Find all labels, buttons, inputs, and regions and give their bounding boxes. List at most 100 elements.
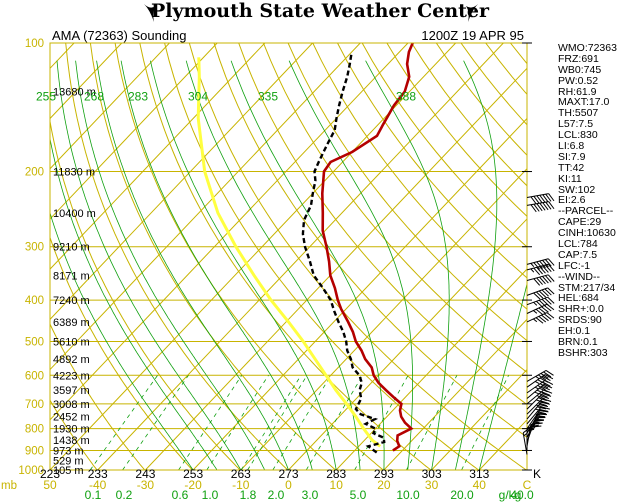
moist-adiabat bbox=[365, 60, 450, 470]
height-label: 3008 m bbox=[53, 399, 90, 411]
wind-barb-half-flag bbox=[534, 381, 540, 385]
wind-barb bbox=[526, 413, 547, 434]
wind-barb-flag bbox=[540, 372, 549, 379]
celsius-tick-label: -40 bbox=[89, 478, 107, 492]
wind-barb-flag bbox=[543, 371, 552, 378]
wind-barb-staff bbox=[526, 312, 548, 323]
mixing-ratio-line bbox=[406, 375, 458, 470]
mixing-ratio-line bbox=[122, 375, 189, 470]
index-line: LFC:-1 bbox=[558, 259, 591, 272]
mixing-ratio-tick-label: 1.8 bbox=[240, 488, 257, 502]
wind-barb-flag bbox=[538, 299, 547, 307]
wind-barb-flag bbox=[544, 275, 552, 283]
celsius-tick-label: -20 bbox=[184, 478, 202, 492]
mixing-ratio-tick-label: 0.2 bbox=[116, 488, 133, 502]
index-line: WMO:72363 bbox=[558, 42, 617, 54]
isotherm bbox=[50, 43, 313, 321]
wind-barb-flag bbox=[536, 277, 543, 285]
index-line: HEL:684 bbox=[558, 292, 599, 305]
wind-barb-flag bbox=[536, 266, 543, 275]
kelvin-tick-label: 303 bbox=[422, 467, 442, 481]
wind-barb-flag bbox=[530, 204, 537, 213]
isotherm bbox=[50, 43, 409, 421]
height-label: 2452 m bbox=[53, 412, 90, 424]
wind-barb-flag bbox=[541, 289, 549, 297]
isotherm bbox=[383, 318, 527, 470]
mixing-ratio-line bbox=[354, 375, 409, 470]
wind-barbs bbox=[522, 193, 555, 455]
dry-adiabat bbox=[386, 43, 527, 218]
mixing-ratio-line bbox=[461, 375, 509, 470]
wind-barb-flag bbox=[542, 194, 549, 203]
wind-barb-flag bbox=[538, 402, 547, 407]
plot-frame bbox=[49, 42, 528, 471]
wind-barb-flag bbox=[539, 387, 548, 393]
height-label: 5610 m bbox=[53, 336, 90, 348]
page-title: Plymouth State Weather Center bbox=[150, 0, 490, 22]
dry-adiabat bbox=[336, 43, 527, 279]
height-label: 6389 m bbox=[53, 317, 90, 329]
wind-barb-flag bbox=[539, 404, 549, 408]
wind-barb-flag bbox=[533, 262, 541, 270]
isotherm bbox=[335, 268, 527, 470]
dry-adiabat bbox=[50, 399, 98, 470]
dry-adiabat bbox=[50, 236, 194, 470]
wind-barb bbox=[526, 374, 554, 388]
wind-barb-flag bbox=[539, 194, 546, 203]
moist-adiabat bbox=[50, 211, 194, 470]
index-line: CINH:10630 bbox=[558, 227, 616, 240]
wind-barb-flag bbox=[536, 195, 543, 204]
isotherm bbox=[50, 43, 361, 371]
wind-barb-staff bbox=[526, 274, 549, 281]
wind-barb-staff bbox=[522, 432, 528, 455]
wind-barb-flag bbox=[545, 193, 552, 202]
isotherm bbox=[50, 43, 170, 170]
dry-adiabat bbox=[361, 43, 527, 248]
wind-barb-flag bbox=[548, 193, 555, 202]
isotherm bbox=[431, 368, 527, 470]
celsius-tick-label: 0 bbox=[285, 478, 292, 492]
wind-barb bbox=[526, 193, 555, 205]
height-label: 529 m bbox=[53, 455, 84, 467]
kelvin-tick-label: 223 bbox=[40, 467, 60, 481]
temperature-line bbox=[320, 43, 414, 452]
moist-adiabat bbox=[478, 282, 527, 470]
theta-label: 255 bbox=[36, 90, 56, 104]
wind-barb-flag bbox=[535, 317, 544, 324]
wind-barb-flag bbox=[548, 201, 555, 210]
wind-barb-flag bbox=[542, 393, 552, 397]
mixing-ratio-tick-label: 3.0 bbox=[302, 488, 319, 502]
background-lines bbox=[50, 43, 527, 470]
celsius-tick-label: -30 bbox=[137, 478, 155, 492]
index-line: EI:2.6 bbox=[558, 194, 586, 207]
dry-adiabat bbox=[287, 43, 527, 342]
wind-barb-flag bbox=[544, 374, 554, 380]
index-line: SI:7.9 bbox=[558, 150, 586, 163]
celsius-tick-label: 20 bbox=[377, 478, 391, 492]
kelvin-tick-label: 283 bbox=[326, 467, 346, 481]
celsius-tick-label: -10 bbox=[232, 478, 250, 492]
index-line: MAXT:17.0 bbox=[558, 96, 610, 109]
wind-barb-flag bbox=[546, 312, 555, 319]
wind-barb-flag bbox=[536, 203, 543, 212]
mixing-ratio-line bbox=[89, 375, 158, 470]
moist-adiabat bbox=[56, 60, 242, 470]
wind-barb-staff bbox=[526, 374, 546, 388]
wind-barb-flag bbox=[538, 290, 547, 298]
series-layer bbox=[196, 43, 414, 454]
wind-barb-half-flag bbox=[532, 425, 537, 427]
wind-barb bbox=[526, 312, 555, 324]
dry-adiabat bbox=[164, 43, 480, 470]
dry-adiabat bbox=[213, 43, 527, 438]
wind-barb-flag bbox=[535, 408, 545, 412]
height-label: 973 m bbox=[53, 445, 84, 457]
kelvin-tick-label: 273 bbox=[279, 467, 299, 481]
wind-barb-flag bbox=[537, 406, 547, 410]
wind-barb-flag bbox=[536, 399, 545, 404]
wind-barb-flag bbox=[547, 258, 555, 266]
height-label: 11830 m bbox=[53, 167, 95, 179]
dry-adiabat bbox=[312, 43, 527, 310]
index-line: --WIND-- bbox=[558, 270, 600, 283]
wind-barb-flag bbox=[536, 395, 546, 400]
